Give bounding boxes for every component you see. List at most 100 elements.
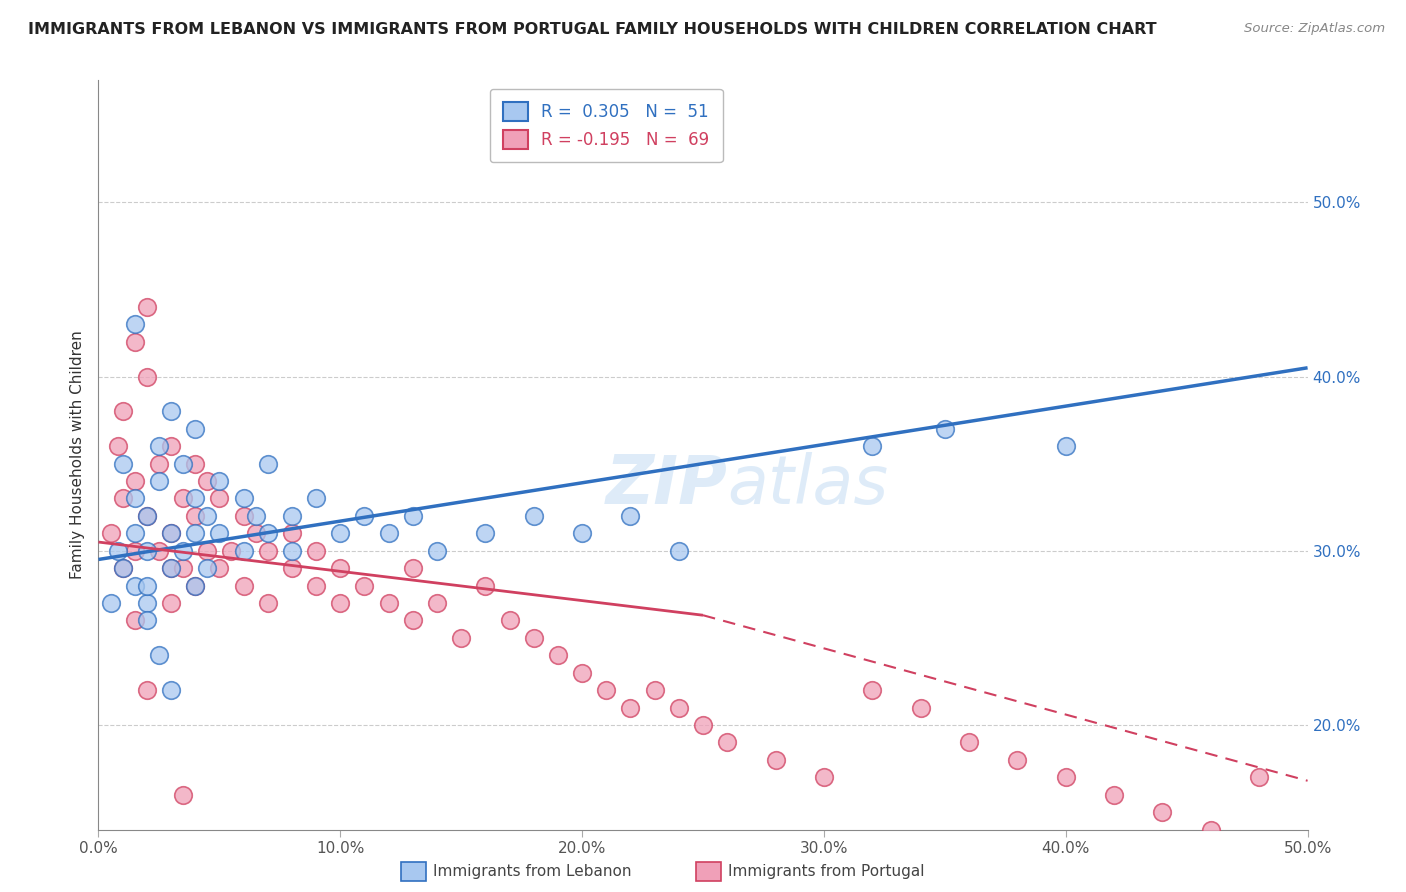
Point <box>111 561 134 575</box>
Point <box>402 614 425 628</box>
Point <box>172 561 194 575</box>
Point <box>402 561 425 575</box>
Point <box>1152 805 1174 819</box>
Point <box>184 422 207 436</box>
Point <box>1199 822 1222 837</box>
Point <box>111 561 134 575</box>
Point <box>195 543 218 558</box>
Text: ZIP: ZIP <box>606 452 727 518</box>
Text: IMMIGRANTS FROM LEBANON VS IMMIGRANTS FROM PORTUGAL FAMILY HOUSEHOLDS WITH CHILD: IMMIGRANTS FROM LEBANON VS IMMIGRANTS FR… <box>28 22 1157 37</box>
Point <box>232 543 254 558</box>
Point <box>571 526 593 541</box>
Point <box>184 508 207 523</box>
Point <box>934 422 956 436</box>
Point <box>172 457 194 471</box>
Point <box>256 543 278 558</box>
Legend: R =  0.305   N =  51, R = -0.195   N =  69: R = 0.305 N = 51, R = -0.195 N = 69 <box>489 88 723 162</box>
Point <box>1102 788 1125 802</box>
Point <box>195 508 218 523</box>
Point <box>124 526 146 541</box>
Point <box>523 508 546 523</box>
Point <box>910 700 932 714</box>
Point <box>1054 770 1077 784</box>
Point <box>245 508 267 523</box>
Point <box>148 543 170 558</box>
Point <box>208 526 231 541</box>
Point <box>498 614 520 628</box>
Point <box>377 526 399 541</box>
Point <box>135 508 157 523</box>
Point <box>160 561 183 575</box>
Point <box>111 491 134 506</box>
Point <box>208 491 231 506</box>
Point <box>813 770 835 784</box>
Point <box>474 579 496 593</box>
Point <box>232 579 254 593</box>
Point <box>172 491 194 506</box>
Point <box>135 614 157 628</box>
Point <box>100 526 122 541</box>
Point <box>172 788 194 802</box>
Point <box>305 491 328 506</box>
Point <box>377 596 399 610</box>
Point <box>1007 753 1029 767</box>
Point <box>571 665 593 680</box>
Point <box>148 457 170 471</box>
Point <box>305 579 328 593</box>
Point <box>474 526 496 541</box>
Point <box>160 526 183 541</box>
Point <box>135 369 157 384</box>
Point <box>232 491 254 506</box>
Text: Immigrants from Portugal: Immigrants from Portugal <box>728 864 925 879</box>
Point <box>124 491 146 506</box>
Text: Source: ZipAtlas.com: Source: ZipAtlas.com <box>1244 22 1385 36</box>
Point <box>256 526 278 541</box>
Point <box>124 579 146 593</box>
Point <box>595 683 617 698</box>
Text: Immigrants from Lebanon: Immigrants from Lebanon <box>433 864 631 879</box>
Point <box>353 508 375 523</box>
Point <box>184 579 207 593</box>
Point <box>208 561 231 575</box>
Point <box>111 457 134 471</box>
Point <box>160 526 183 541</box>
Point <box>135 579 157 593</box>
Point <box>716 735 738 749</box>
Point <box>619 508 641 523</box>
Point <box>135 508 157 523</box>
Point <box>450 631 472 645</box>
Point <box>124 474 146 488</box>
Point <box>160 404 183 418</box>
Point <box>160 683 183 698</box>
Point <box>160 561 183 575</box>
Point <box>692 718 714 732</box>
Point <box>860 439 883 453</box>
Point <box>1054 439 1077 453</box>
Point <box>353 579 375 593</box>
Point <box>124 317 146 331</box>
Point <box>245 526 267 541</box>
Point <box>281 508 304 523</box>
Point <box>644 683 666 698</box>
Point <box>184 579 207 593</box>
Point <box>426 543 449 558</box>
Point <box>668 700 690 714</box>
Point <box>100 596 122 610</box>
Point <box>305 543 328 558</box>
Point <box>619 700 641 714</box>
Point <box>256 596 278 610</box>
Point <box>195 474 218 488</box>
Point <box>957 735 980 749</box>
Point <box>547 648 569 663</box>
Point <box>111 404 134 418</box>
Point <box>184 526 207 541</box>
Point <box>221 543 243 558</box>
Point <box>148 474 170 488</box>
Point <box>195 561 218 575</box>
Point <box>124 543 146 558</box>
Y-axis label: Family Households with Children: Family Households with Children <box>69 331 84 579</box>
Point <box>160 596 183 610</box>
Point <box>124 334 146 349</box>
Point <box>148 648 170 663</box>
Point <box>184 491 207 506</box>
